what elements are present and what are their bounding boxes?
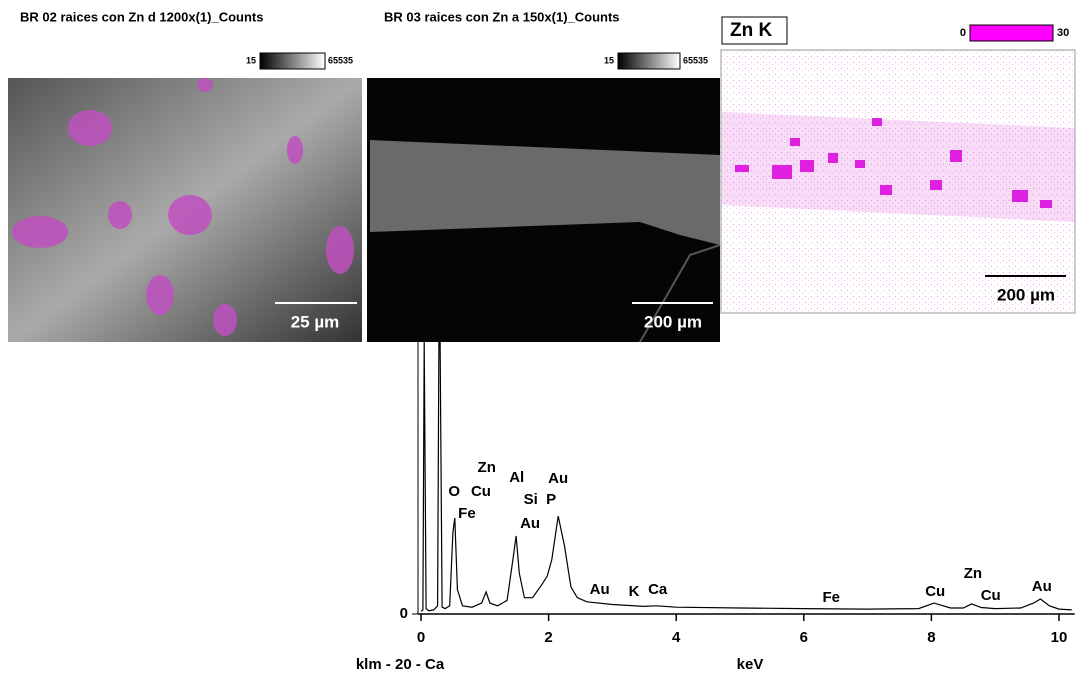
peak-label: Al <box>509 469 524 486</box>
peak-label: Fe <box>822 589 840 606</box>
x-tick-label: 6 <box>800 629 808 646</box>
scale-label: 200 µm <box>644 312 702 331</box>
x-tick-label: 8 <box>927 629 935 646</box>
peak-label: K <box>629 583 640 600</box>
peak-label: Zn <box>964 565 982 582</box>
sem-panel: BR 03 raices con Zn a 150x(1)_Counts 15 … <box>367 9 720 342</box>
peak-label: Si <box>524 491 538 508</box>
colorbar-max: 65535 <box>683 55 708 65</box>
peak-label: Au <box>590 581 610 598</box>
peak-label: Zn <box>478 459 496 476</box>
x-tick-label: 0 <box>417 629 425 646</box>
colorbar <box>618 53 680 69</box>
scale-label: 25 µm <box>291 312 340 331</box>
peak-label: O <box>448 483 460 500</box>
x-tick-label: 4 <box>672 629 681 646</box>
peak-label: Fe <box>458 505 476 522</box>
map-panel: Zn K 0 30 200 µm <box>721 17 1075 313</box>
sem-panel: BR 02 raices con Zn d 1200x(1)_Counts 15… <box>8 9 362 342</box>
caption: klm - 20 - Ca <box>356 656 445 673</box>
peak-label: Cu <box>471 483 491 500</box>
panel-title: Zn K <box>730 20 772 41</box>
figure: 0 2 4 6 8 10 0 keV klm - 20 - Ca Zn O Cu Fe AlSi P Au Au… <box>0 0 1081 686</box>
peak-label: Au <box>520 515 540 532</box>
panel-title: BR 03 raices con Zn a 150x(1)_Counts <box>384 9 620 24</box>
x-tick-label: 10 <box>1051 629 1068 646</box>
colorbar <box>970 25 1053 41</box>
colorbar-max: 65535 <box>328 55 353 65</box>
peak-label: Cu <box>925 583 945 600</box>
panel-title: BR 02 raices con Zn d 1200x(1)_Counts <box>20 9 263 24</box>
peak-label: Cu <box>981 587 1001 604</box>
colorbar-min: 15 <box>246 55 256 65</box>
colorbar-min: 0 <box>960 27 966 39</box>
colorbar <box>260 53 325 69</box>
scale-label: 200 µm <box>997 285 1055 304</box>
peak-label: Ca <box>648 581 668 598</box>
peak-label: Au <box>548 470 568 487</box>
x-axis-label: keV <box>737 656 764 673</box>
peak-label: Au <box>1032 578 1052 595</box>
x-tick-label: 2 <box>544 629 552 646</box>
y-tick-label: 0 <box>400 605 408 622</box>
colorbar-min: 15 <box>604 55 614 65</box>
colorbar-max: 30 <box>1057 27 1069 39</box>
peak-label: P <box>546 491 556 508</box>
